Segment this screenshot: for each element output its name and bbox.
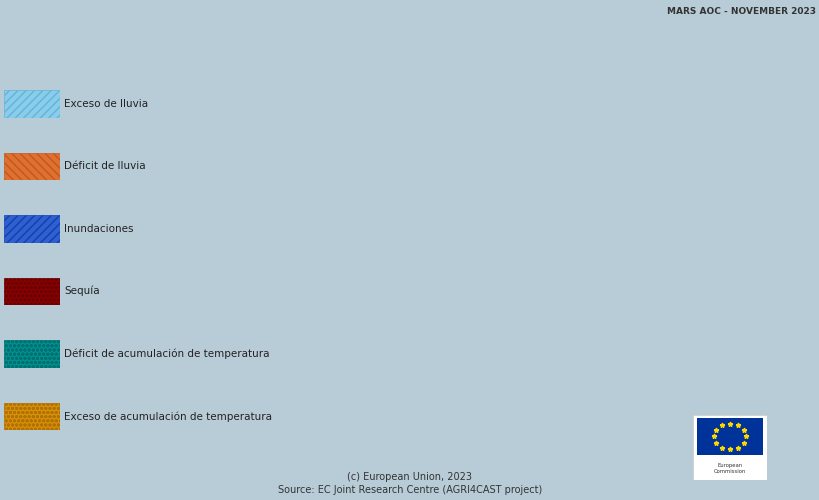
Text: Source: EC Joint Research Centre (AGRI4CAST project): Source: EC Joint Research Centre (AGRI4C… [278,485,541,495]
Text: Sequía: Sequía [64,286,99,296]
Text: Déficit de lluvia: Déficit de lluvia [64,161,146,171]
Text: European
Commission: European Commission [713,463,745,473]
Text: MARS AOC - NOVEMBER 2023: MARS AOC - NOVEMBER 2023 [666,8,815,16]
Text: (c) European Union, 2023: (c) European Union, 2023 [347,472,472,482]
Text: Exceso de lluvia: Exceso de lluvia [64,99,148,109]
Text: Déficit de acumulación de temperatura: Déficit de acumulación de temperatura [64,348,269,359]
Bar [696,418,762,456]
Text: Exceso de acumulación de temperatura: Exceso de acumulación de temperatura [64,411,272,422]
Text: Inundaciones: Inundaciones [64,224,133,234]
